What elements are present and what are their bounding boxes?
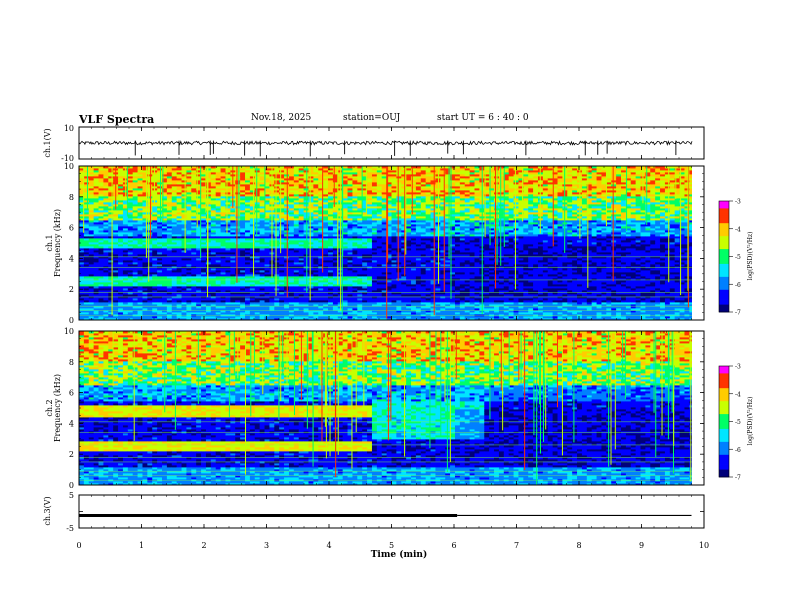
ch3-yticks: 5 -5 xyxy=(66,491,704,533)
ch2-spectrogram-image xyxy=(79,331,704,485)
chart-title: VLF Spectra xyxy=(79,113,154,126)
start-time-label: start UT = 6 : 40 : 0 xyxy=(437,113,529,123)
colorbar-tick-label: -6 xyxy=(735,447,741,454)
ch1-spectrogram-panel: 0 2 4 6 8 10 ch.1 Frequency (kHz) xyxy=(45,162,705,325)
ch2-frequency-ylabel: Frequency (kHz) xyxy=(53,374,62,442)
time-axis-ticks: 0 1 2 3 4 5 6 7 8 9 10 xyxy=(76,127,709,550)
ch2-spectrogram-yticks: 0 2 4 6 8 10 xyxy=(64,327,704,490)
ch2-spectrogram-panel: 0 2 4 6 8 10 ch.2 Frequency (kHz) xyxy=(45,327,705,490)
ch1-channel-label: ch.1 xyxy=(45,234,54,251)
ch1-waveform-panel: 10 -10 ch.1(V) xyxy=(43,124,705,163)
time-tick-label: 4 xyxy=(326,541,331,550)
colorbar-tick-label: -7 xyxy=(735,475,741,482)
ch1-waveform-trace xyxy=(78,140,693,147)
ch3-ylabel: ch.3(V) xyxy=(43,496,52,525)
date-label: Nov.18, 2025 xyxy=(251,113,311,123)
time-tick-label: 2 xyxy=(201,541,206,550)
ch1-waveform-spikes xyxy=(134,140,677,157)
colorbar-tick-label: -4 xyxy=(735,226,741,233)
ch1-colorbar-ticks: -3 -4 -5 -6 -7 xyxy=(729,199,741,317)
frequency-tick-label: 0 xyxy=(69,316,74,325)
time-axis-label: Time (min) xyxy=(371,549,428,560)
ch2-colorbar: -3 -4 -5 -6 -7 log(PSD)(V²/Hz) xyxy=(718,364,754,482)
time-tick-label: 5 xyxy=(389,541,394,550)
ch2-colorbar-ticks: -3 -4 -5 -6 -7 xyxy=(729,364,741,482)
time-tick-label: 6 xyxy=(451,541,456,550)
frequency-tick-label: 4 xyxy=(69,419,74,428)
colorbar-tick-label: -3 xyxy=(735,199,741,206)
time-tick-label: 10 xyxy=(699,541,709,550)
frequency-tick-label: 10 xyxy=(64,162,74,171)
ch3-tick-label: 5 xyxy=(69,491,74,500)
ch1-spectrogram-yticks: 0 2 4 6 8 10 xyxy=(64,162,704,325)
time-tick-label: 9 xyxy=(639,541,644,550)
ch1-ytick-top: 10 xyxy=(64,124,74,133)
ch1-colorbar-label: log(PSD)(V²/Hz) xyxy=(747,232,754,281)
time-tick-label: 3 xyxy=(264,541,269,550)
colorbar-tick-label: -5 xyxy=(735,254,741,261)
time-tick-label: 7 xyxy=(514,541,519,550)
ch1-waveform-ylabel: ch.1(V) xyxy=(43,128,52,157)
frequency-tick-label: 8 xyxy=(69,193,74,202)
ch2-colorbar-label: log(PSD)(V²/Hz) xyxy=(747,397,754,446)
ch3-level-panel: 5 -5 ch.3(V) xyxy=(43,491,705,533)
ch1-colorbar: -3 -4 -5 -6 -7 log(PSD)(V²/Hz) xyxy=(718,199,754,317)
colorbar-tick-label: -6 xyxy=(735,282,741,289)
colorbar-tick-label: -3 xyxy=(735,364,741,371)
frequency-tick-label: 4 xyxy=(69,254,74,263)
ch1-frequency-ylabel: Frequency (kHz) xyxy=(53,209,62,277)
frequency-tick-label: 2 xyxy=(69,450,74,459)
colorbar-tick-label: -5 xyxy=(735,419,741,426)
time-tick-label: 0 xyxy=(76,541,81,550)
frequency-tick-label: 6 xyxy=(69,389,74,398)
ch2-channel-label: ch.2 xyxy=(45,399,54,416)
colorbar-tick-label: -4 xyxy=(735,391,741,398)
ch1-ytick-bottom: -10 xyxy=(61,154,74,163)
colorbar-tick-label: -7 xyxy=(735,310,741,317)
ch2-colorbar-gradient xyxy=(719,366,729,478)
time-tick-label: 1 xyxy=(139,541,144,550)
ch1-spectrogram-image xyxy=(79,166,704,320)
time-tick-label: 8 xyxy=(576,541,581,550)
frequency-tick-label: 0 xyxy=(69,481,74,490)
frequency-tick-label: 6 xyxy=(69,224,74,233)
frequency-tick-label: 2 xyxy=(69,285,74,294)
ch3-tick-label: -5 xyxy=(66,524,74,533)
frequency-tick-label: 8 xyxy=(69,358,74,367)
station-label: station=OUJ xyxy=(343,113,400,123)
ch1-colorbar-gradient xyxy=(719,201,729,313)
frequency-tick-label: 10 xyxy=(64,327,74,336)
